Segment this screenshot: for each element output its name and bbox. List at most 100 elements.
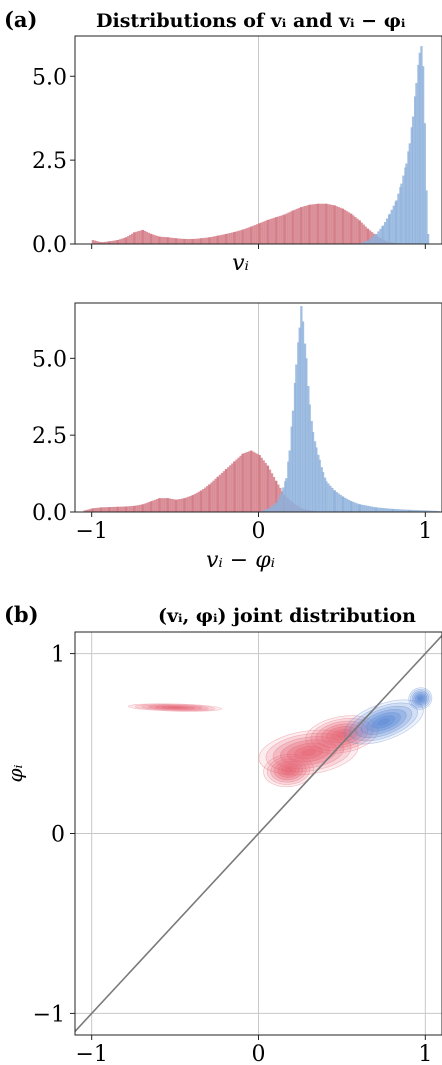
histogram-bar-red — [252, 451, 255, 512]
histogram-bar-red — [225, 468, 228, 512]
histogram-bar-blue — [385, 508, 388, 512]
histogram-bar-blue — [407, 151, 410, 244]
histogram-bar-blue — [360, 242, 363, 244]
histogram-bar-blue — [317, 454, 320, 512]
histogram-bar-blue — [377, 507, 380, 512]
histogram-bar-blue — [400, 183, 403, 244]
histogram-bar-blue — [425, 190, 428, 244]
histogram-bar-blue — [352, 501, 355, 512]
histogram-bar-red — [279, 215, 282, 244]
histogram-bar-blue — [323, 477, 327, 512]
histogram-bar-blue — [429, 510, 432, 512]
histogram-bar-red — [145, 231, 149, 244]
histogram-bar-red — [95, 507, 98, 512]
y-tick-label: 0 — [51, 823, 65, 848]
histogram-bar-red — [277, 484, 280, 512]
histogram-bar-red — [91, 239, 94, 244]
histogram-bar-red — [125, 506, 128, 512]
panel-b-title: (vᵢ, φᵢ) joint distribution — [158, 605, 416, 627]
histogram-bar-red — [235, 231, 238, 244]
kde-contour-red — [265, 732, 352, 773]
histogram-bar-red — [104, 507, 107, 512]
y-tick-label: 0.0 — [32, 501, 67, 526]
histogram-bar-red — [212, 480, 215, 512]
histogram-bar-red — [102, 242, 105, 244]
histogram-bar-red — [118, 239, 122, 244]
histogram-bar-blue — [401, 509, 405, 512]
histogram-bar-red — [364, 226, 367, 244]
histogram-bar-blue — [358, 504, 361, 512]
histogram-bar-red — [235, 459, 238, 512]
histogram-bar-blue — [379, 507, 382, 512]
histogram-bar-red — [225, 233, 228, 244]
histogram-bar-red — [152, 234, 155, 244]
histogram-bar-blue — [402, 175, 405, 244]
histogram-bar-red — [197, 238, 201, 244]
histogram-bar-blue — [414, 510, 417, 512]
histogram-bar-red — [175, 238, 178, 244]
histogram-bar-red — [335, 206, 338, 244]
kde-contour-red — [315, 720, 369, 749]
histogram-bar-blue — [413, 96, 417, 244]
x-tick-label: −1 — [75, 1042, 107, 1065]
histogram-bar-red — [220, 472, 224, 512]
histogram-bar-red — [247, 451, 251, 512]
histogram-bar-red — [160, 236, 163, 244]
histogram-bar-red — [356, 218, 359, 244]
histogram-bar-red — [191, 495, 195, 512]
histogram-bar-blue — [295, 364, 298, 512]
kde-contour-blue — [354, 705, 413, 739]
histogram-bar-red — [339, 207, 342, 244]
histogram-bar-red — [337, 207, 340, 244]
histogram-bar-red — [187, 496, 190, 512]
histogram-bar-red — [216, 476, 220, 512]
histogram-bar-red — [254, 224, 257, 244]
histogram-bar-blue — [303, 343, 307, 512]
histogram-bar-blue — [362, 242, 365, 244]
histogram-bar-blue — [364, 241, 367, 244]
histogram-bar-red — [158, 498, 161, 512]
histogram-bar-red — [210, 236, 213, 244]
histogram-bar-blue — [383, 222, 387, 244]
histogram-bar-blue — [310, 421, 313, 512]
kde-contour-red — [277, 763, 300, 778]
histogram-bar-blue — [300, 306, 303, 512]
histogram-bar-red — [170, 237, 174, 244]
kde-contour-blue — [408, 687, 433, 710]
histogram-bar-blue — [422, 510, 425, 512]
histogram-bar-red — [302, 206, 305, 244]
histogram-bar-blue — [370, 506, 373, 512]
histogram-bar-blue — [260, 510, 263, 512]
histogram-bar-red — [183, 498, 186, 512]
kde-contour-blue — [411, 690, 429, 707]
histogram-bar-red — [106, 241, 109, 244]
histogram-bar-red — [241, 229, 245, 244]
histogram-bar-blue — [423, 123, 426, 244]
histogram-bar-red — [214, 236, 217, 244]
histogram-bar-blue — [420, 46, 423, 245]
histogram-bar-blue — [408, 509, 411, 512]
histogram-bar-blue — [388, 213, 391, 244]
histogram-bar-red — [135, 231, 138, 244]
histogram-bar-blue — [408, 143, 411, 244]
histogram-bar-red — [89, 508, 92, 512]
histogram-bar-red — [133, 232, 136, 244]
histogram-bar-red — [179, 238, 182, 244]
histogram-bar-blue — [264, 509, 267, 512]
histogram-bar-red — [164, 237, 167, 244]
kde-contour-blue — [413, 692, 428, 706]
histogram-bar-red — [275, 217, 278, 244]
histogram-bar-red — [362, 224, 365, 244]
histogram-bar-blue — [350, 501, 353, 512]
histogram-bar-blue — [290, 426, 293, 512]
histogram-bar-blue — [311, 432, 315, 512]
histogram-bar-red — [343, 209, 347, 244]
histogram-bar-red — [93, 240, 96, 244]
joint-distribution-plot: −101−101vᵢφᵢ — [3, 631, 442, 1065]
histogram-bar-red — [293, 209, 297, 244]
histogram-bar-blue — [347, 499, 351, 512]
histogram-bar-red — [158, 236, 161, 244]
histogram-bar-red — [187, 238, 190, 244]
histogram-bar-red — [127, 506, 130, 512]
histogram-bar-blue — [381, 225, 385, 244]
